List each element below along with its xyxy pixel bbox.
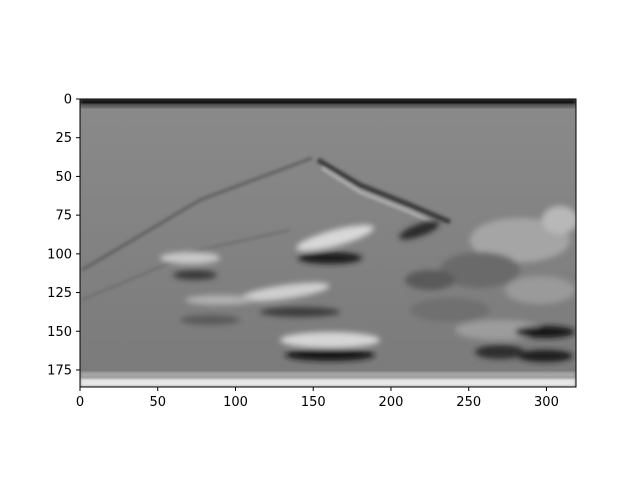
y-tick-label: 25: [55, 131, 72, 146]
y-tick-label: 125: [47, 286, 72, 301]
y-tick-label: 75: [55, 209, 72, 224]
x-tick-label: 250: [456, 395, 481, 410]
heatmap-image: [80, 99, 576, 387]
x-tick-label: 300: [534, 395, 559, 410]
axes-frame: [79, 98, 577, 388]
x-tick-label: 0: [76, 395, 84, 410]
x-tick-label: 200: [379, 395, 404, 410]
y-axis: 0 25 50 75 100 125 150 175: [47, 93, 80, 378]
y-tick-label: 0: [64, 93, 72, 108]
x-axis: 0 50 100 150 200 250 300: [76, 387, 559, 410]
y-tick-label: 50: [55, 170, 72, 185]
x-tick-label: 100: [223, 395, 248, 410]
y-tick-label: 175: [47, 363, 72, 378]
y-tick-label: 150: [47, 325, 72, 340]
x-tick-label: 150: [301, 395, 326, 410]
y-tick-label: 100: [47, 247, 72, 262]
x-tick-label: 50: [149, 395, 166, 410]
